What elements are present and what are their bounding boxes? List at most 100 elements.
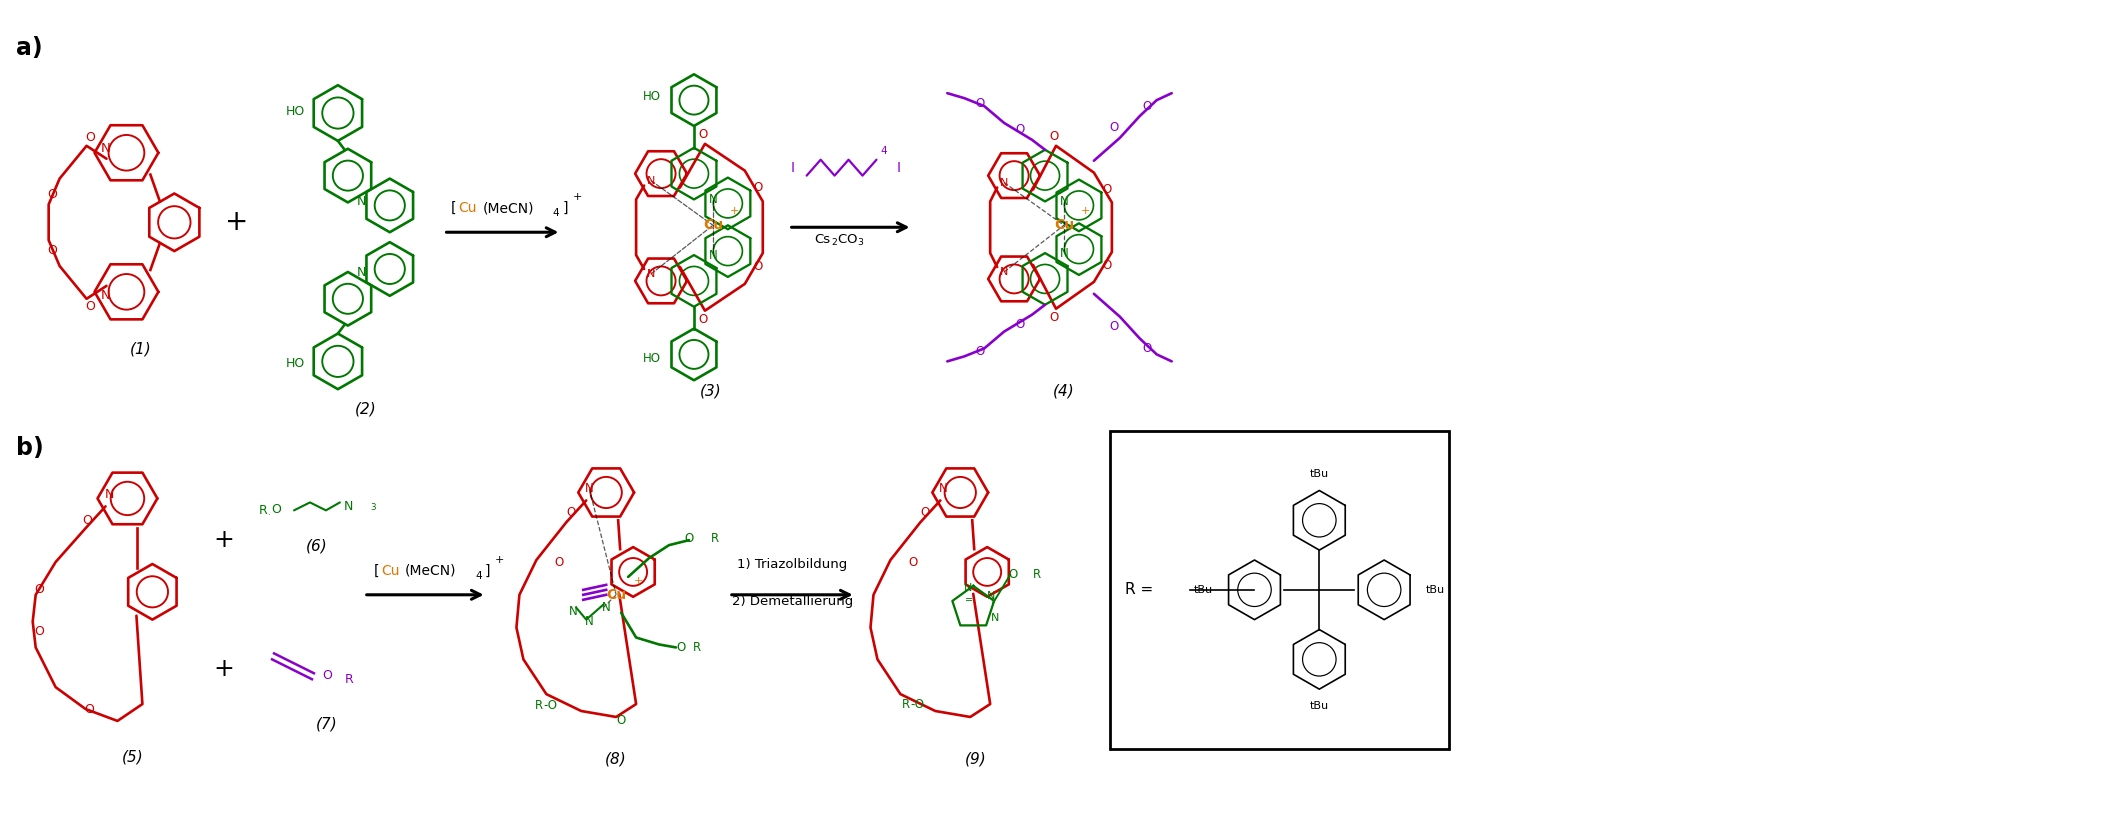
Text: R: R [534,699,543,711]
Text: tBu: tBu [1427,585,1446,595]
Text: (8): (8) [606,751,628,766]
Text: (MeCN): (MeCN) [483,201,534,215]
Text: HO: HO [642,90,661,103]
Text: N: N [988,591,996,601]
Text: Cu: Cu [606,588,625,602]
Text: O: O [676,641,685,654]
Text: Cu: Cu [704,219,723,233]
Text: N: N [1001,267,1009,277]
Text: (4): (4) [1054,384,1075,399]
Text: HO: HO [286,356,305,370]
Text: O: O [555,555,564,568]
Text: O: O [975,96,986,110]
Text: -O: -O [543,699,558,711]
Text: +: + [572,193,581,203]
Text: O: O [566,506,577,519]
Text: -O: -O [909,697,924,711]
Text: tBu: tBu [1310,701,1329,711]
Text: O: O [1109,121,1119,135]
Text: R: R [710,532,719,544]
Text: O: O [49,188,57,201]
Text: (2): (2) [354,401,377,416]
Text: N: N [1001,178,1009,188]
Text: $_.$O: $_.$O [267,503,284,518]
Text: 4: 4 [880,145,886,155]
Text: N: N [990,612,999,622]
Text: O: O [85,131,95,145]
Text: Cu: Cu [382,564,401,578]
Text: N: N [1060,247,1068,259]
Text: N: N [568,605,577,618]
Text: I: I [791,160,795,175]
Text: O: O [920,506,931,519]
Text: O: O [1143,100,1151,112]
Text: a): a) [15,36,42,60]
Text: O: O [697,313,708,326]
Text: (7): (7) [316,716,337,731]
Text: tBu: tBu [1194,585,1213,595]
Text: [: [ [373,564,379,578]
Text: O: O [85,300,95,313]
Text: (MeCN): (MeCN) [405,564,456,578]
Text: =: = [965,595,973,605]
Text: Cs: Cs [814,234,831,246]
Text: N: N [647,269,655,279]
Text: O: O [49,243,57,257]
Text: N: N [585,615,594,628]
Text: (6): (6) [305,538,329,553]
Text: +: + [225,209,248,236]
Text: +: + [634,576,642,586]
Text: N: N [343,500,354,513]
Text: tBu: tBu [1310,469,1329,479]
Text: (5): (5) [121,750,144,765]
Text: I: I [897,160,901,175]
Text: +: + [214,529,235,552]
Text: R: R [903,697,909,711]
Text: R: R [1032,568,1041,582]
Text: N: N [939,482,948,495]
Text: R: R [693,641,702,654]
Text: N: N [100,142,110,155]
Text: N: N [602,601,611,614]
Text: N: N [1060,195,1068,208]
Text: O: O [685,532,693,544]
Text: O: O [697,128,708,141]
Text: N: N [100,289,110,302]
Text: O: O [1109,320,1119,333]
Text: $_2$CO$_3$: $_2$CO$_3$ [831,234,865,248]
Text: 1) Triazolbildung: 1) Triazolbildung [738,558,848,571]
Text: O: O [1015,318,1024,331]
Text: HO: HO [642,352,661,365]
Text: N: N [708,248,717,262]
Text: (1): (1) [129,342,151,357]
Text: ]: ] [485,564,490,578]
Text: O: O [975,345,986,358]
Text: O: O [753,260,763,273]
Text: +: + [1081,206,1090,216]
Text: O: O [1015,124,1024,136]
Text: O: O [753,181,763,194]
Text: O: O [617,715,625,727]
Text: N: N [965,583,973,593]
Text: b): b) [15,436,45,460]
Text: N: N [585,482,594,495]
Text: +: + [729,206,740,216]
Text: R =: R = [1126,583,1153,597]
Text: (9): (9) [965,751,986,766]
Text: O: O [1009,568,1018,582]
Text: N: N [356,195,367,208]
Text: [: [ [452,201,456,215]
Text: O: O [1102,183,1111,196]
Text: O: O [1049,130,1058,144]
Text: O: O [1049,311,1058,324]
Text: HO: HO [286,105,305,117]
Text: O: O [34,625,45,638]
Text: N: N [647,175,655,185]
Text: 4: 4 [475,571,481,581]
Text: 2) Demetallierung: 2) Demetallierung [731,595,852,607]
Text: O: O [85,702,95,715]
Text: Cu: Cu [1054,219,1075,233]
Text: N: N [104,488,114,501]
Text: Cu: Cu [458,201,477,215]
Text: O: O [322,669,333,681]
